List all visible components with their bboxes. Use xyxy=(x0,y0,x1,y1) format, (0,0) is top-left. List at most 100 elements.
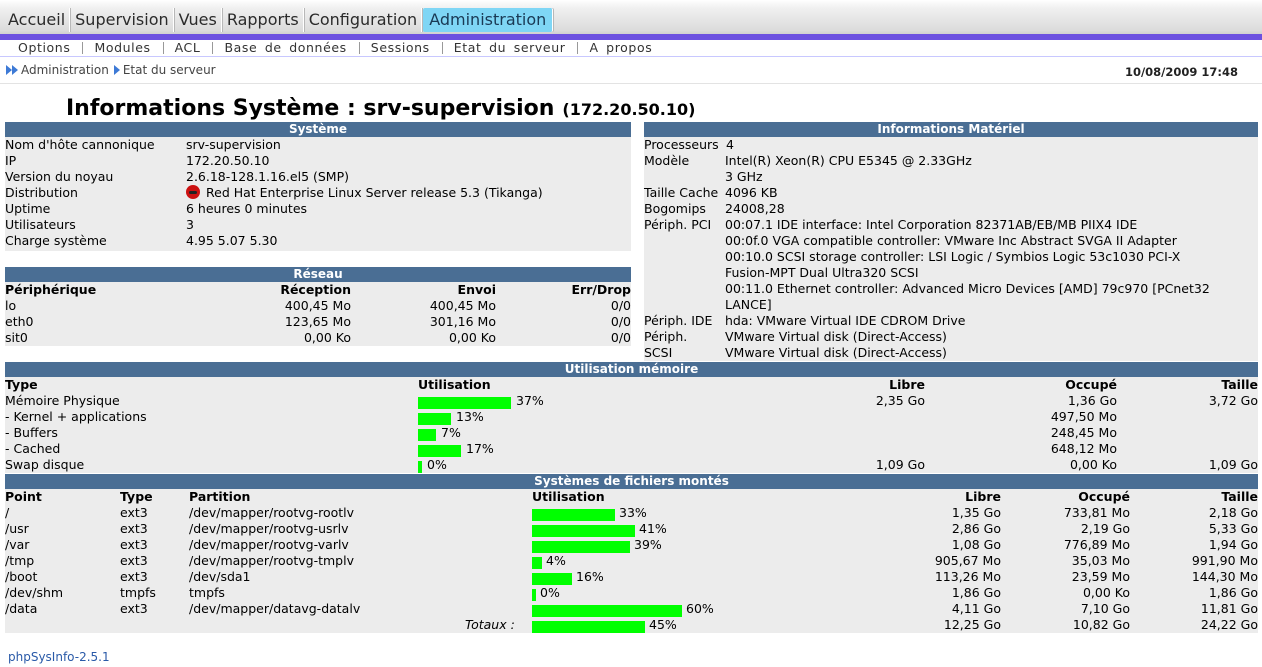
system-value: 6 heures 0 minutes xyxy=(186,201,308,216)
submenu-acl[interactable]: ACL xyxy=(164,41,214,54)
system-row: Charge système 4.95 5.07 5.30 xyxy=(5,233,631,249)
system-header: Système xyxy=(5,122,631,137)
submenu-server-status[interactable]: Etat du serveur xyxy=(443,41,579,54)
network-sent: 400,45 Mo xyxy=(429,298,496,313)
filesystem-size: 1,86 Go xyxy=(1208,585,1258,600)
memory-usage-bar xyxy=(418,397,511,409)
tab-supervision[interactable]: Supervision xyxy=(71,8,174,32)
submenu-about[interactable]: A propos xyxy=(589,40,653,55)
col-type: Type xyxy=(5,377,38,392)
filesystem-free: 1,35 Go xyxy=(951,505,1001,520)
submenu-modules[interactable]: Modules xyxy=(83,41,164,54)
filesystem-partition: /dev/mapper/rootvg-varlv xyxy=(189,537,349,552)
totals-label: Totaux : xyxy=(465,617,515,632)
filesystem-used: 776,89 Mo xyxy=(1063,537,1130,552)
memory-type: Swap disque xyxy=(5,457,85,472)
filesystem-size: 1,94 Go xyxy=(1208,537,1258,552)
memory-columns: Type Utilisation Libre Occupé Taille xyxy=(5,377,1258,393)
system-row: Utilisateurs 3 xyxy=(5,217,631,233)
filesystem-free: 4,11 Go xyxy=(951,601,1001,616)
col-point: Point xyxy=(5,489,42,504)
tab-administration[interactable]: Administration xyxy=(423,8,554,32)
network-row: lo 400,45 Mo 400,45 Mo 0/0 xyxy=(5,298,631,314)
hardware-row: SCSI VMware Virtual disk (Direct-Access) xyxy=(644,345,1258,361)
memory-usage-percent: 7% xyxy=(441,425,461,440)
hardware-row: LANCE] xyxy=(644,297,1258,313)
hardware-row: 00:0f.0 VGA compatible controller: VMwar… xyxy=(644,233,1258,249)
arrow-icon xyxy=(113,65,120,75)
tab-configuration[interactable]: Configuration xyxy=(305,8,423,32)
filesystems-panel: Systèmes de fichiers montés Point Type P… xyxy=(5,474,1258,633)
tab-vues[interactable]: Vues xyxy=(175,8,222,32)
breadcrumb-administration[interactable]: Administration xyxy=(21,63,109,77)
hardware-value: Fusion-MPT Dual Ultra320 SCSI xyxy=(725,265,919,280)
memory-type: - Buffers xyxy=(5,425,58,440)
menu-divider xyxy=(0,34,1262,40)
filesystem-usage-percent: 16% xyxy=(576,569,604,584)
col-fs-free: Libre xyxy=(965,489,1001,504)
totals-free: 12,25 Go xyxy=(943,617,1001,632)
filesystem-point: /var xyxy=(5,537,30,552)
network-reception: 0,00 Ko xyxy=(303,330,351,345)
tab-rapports[interactable]: Rapports xyxy=(223,8,304,32)
filesystem-size: 991,90 Mo xyxy=(1191,553,1258,568)
filesystem-free: 1,08 Go xyxy=(951,537,1001,552)
hardware-row: Modèle Intel(R) Xeon(R) CPU E5345 @ 2.33G… xyxy=(644,153,1258,169)
filesystem-row: /usr ext3/dev/mapper/rootvg-usrlv 41% 2,86 … xyxy=(5,521,1258,537)
hardware-row: Processeurs 4 xyxy=(644,137,1258,153)
memory-row: - Kernel + applications 13% 497,50 Mo xyxy=(5,409,1258,425)
filesystem-type: ext3 xyxy=(120,601,148,616)
filesystem-row: / ext3/dev/mapper/rootvg-rootlv 33% 1,35 Go… xyxy=(5,505,1258,521)
col-fs-used: Occupé xyxy=(1078,489,1130,504)
filesystem-row: /data ext3/dev/mapper/datavg-datalv 60% 4,1… xyxy=(5,601,1258,617)
page-title-ip: (172.20.50.10) xyxy=(562,100,696,119)
system-value: Red Hat Enterprise Linux Server release … xyxy=(206,185,543,200)
system-label: Nom d'hôte cannonique xyxy=(5,137,155,152)
submenu-database[interactable]: Base de données xyxy=(213,41,360,54)
filesystem-point: /dev/shm xyxy=(5,585,64,600)
col-fs-size: Taille xyxy=(1221,489,1258,504)
hardware-row: 00:11.0 Ethernet controller: Advanced Mi… xyxy=(644,281,1258,297)
submenu-sessions[interactable]: Sessions xyxy=(360,41,443,54)
hardware-value: Intel(R) Xeon(R) CPU E5345 @ 2.33GHz xyxy=(725,153,972,168)
filesystem-usage-bar xyxy=(532,557,542,569)
memory-used: 648,12 Mo xyxy=(1050,441,1117,456)
page-title-host: Informations Système : srv-supervision xyxy=(66,96,555,121)
filesystem-partition: /dev/mapper/rootvg-rootlv xyxy=(189,505,355,520)
network-columns: Périphérique Réception Envoi Err/Drop xyxy=(5,282,631,298)
col-fs-usage: Utilisation xyxy=(532,489,605,504)
filesystem-used: 23,59 Mo xyxy=(1071,569,1130,584)
footer-version-link[interactable]: phpSysInfo-2.5.1 xyxy=(8,650,110,664)
hardware-value: 00:07.1 IDE interface: Intel Corporation… xyxy=(725,217,1138,232)
system-value: 4.95 5.07 5.30 xyxy=(186,233,278,248)
hardware-value: 4 xyxy=(726,137,734,152)
memory-panel: Utilisation mémoire Type Utilisation Lib… xyxy=(5,362,1258,473)
submenu-options[interactable]: Options xyxy=(7,41,84,54)
tab-accueil[interactable]: Accueil xyxy=(4,8,71,32)
hardware-value: VMware Virtual disk (Direct-Access) xyxy=(725,345,947,360)
memory-usage-bar xyxy=(418,413,451,425)
network-header: Réseau xyxy=(5,267,631,282)
filesystem-partition: /dev/mapper/rootvg-tmplv xyxy=(189,553,354,568)
hardware-label: Modèle xyxy=(644,153,690,168)
breadcrumb-server-status[interactable]: Etat du serveur xyxy=(122,63,216,77)
filesystem-type: ext3 xyxy=(120,537,148,552)
col-partition: Partition xyxy=(189,489,251,504)
col-free: Libre xyxy=(889,377,925,392)
memory-used: 497,50 Mo xyxy=(1050,409,1117,424)
hardware-row: Bogomips 24008,28 xyxy=(644,201,1258,217)
filesystem-used: 7,10 Go xyxy=(1080,601,1130,616)
hardware-value: 00:10.0 SCSI storage controller: LSI Log… xyxy=(725,249,1181,264)
memory-used: 0,00 Ko xyxy=(1069,457,1117,472)
filesystem-partition: tmpfs xyxy=(189,585,225,600)
network-device: lo xyxy=(5,298,17,313)
memory-type: Mémoire Physique xyxy=(5,393,120,408)
system-value-wrap: Red Hat Enterprise Linux Server release … xyxy=(186,185,543,201)
filesystem-size: 5,33 Go xyxy=(1208,521,1258,536)
hardware-value: hda: VMware Virtual IDE CDROM Drive xyxy=(725,313,966,328)
system-label: Version du noyau xyxy=(5,169,114,184)
filesystem-point: /data xyxy=(5,601,38,616)
network-errdrop: 0/0 xyxy=(610,298,631,313)
sub-menu-bar: Options Modules ACL Base de données Sess… xyxy=(0,40,1262,57)
system-panel: Système Nom d'hôte cannonique srv-supervi… xyxy=(5,122,631,251)
